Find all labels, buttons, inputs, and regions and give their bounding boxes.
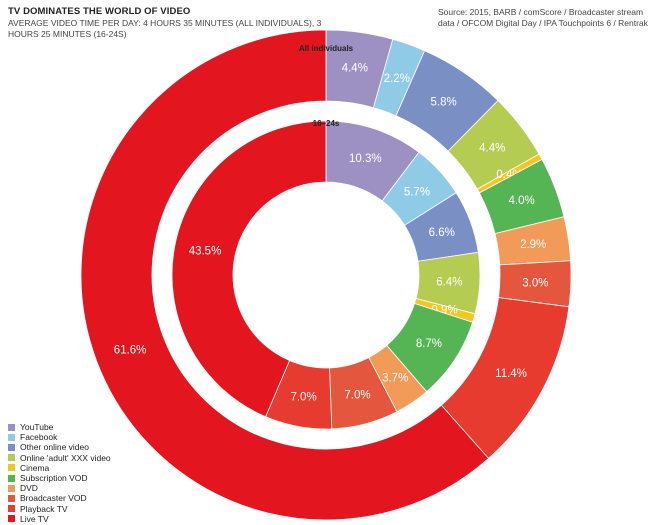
outer-ring-label: All individuals (298, 44, 354, 53)
legend-item-facebook: Facebook (8, 432, 111, 442)
outer-slice-live-tv (80, 29, 490, 521)
inner-label-playback-tv: 7.0% (290, 391, 316, 403)
outer-label-facebook: 2.2% (384, 73, 410, 85)
legend-swatch (8, 464, 15, 472)
legend-swatch (8, 443, 15, 451)
chart-legend: YouTube Facebook Other online video Online … (8, 422, 111, 524)
inner-label-broadcaster-vod: 7.0% (344, 389, 370, 401)
legend-label: Playback TV (20, 503, 68, 514)
legend-item-youtube: YouTube (8, 422, 111, 432)
legend-swatch (8, 484, 15, 492)
inner-label-subscription-vod: 8.7% (416, 338, 442, 350)
legend-swatch (8, 454, 15, 462)
legend-swatch (8, 433, 15, 441)
inner-label-live-tv: 43.5% (189, 245, 222, 257)
legend-item-broadcaster-vod: Broadcaster VOD (8, 493, 111, 503)
legend-label: Other online video (20, 442, 89, 453)
inner-slice-live-tv (171, 120, 327, 418)
legend-item-playback-tv: Playback TV (8, 504, 111, 514)
legend-swatch (8, 515, 15, 523)
legend-label: Subscription VOD (20, 472, 88, 483)
legend-label: YouTube (20, 422, 54, 432)
legend-label: Cinema (20, 462, 50, 473)
inner-label-dvd: 3.7% (382, 372, 408, 384)
legend-item-other-online-video: Other online video (8, 442, 111, 452)
legend-label: Broadcaster VOD (20, 493, 87, 504)
inner-ring-label: 16–24s (312, 119, 340, 128)
legend-item-subscription-vod: Subscription VOD (8, 473, 111, 483)
outer-label-other-online-video: 5.8% (431, 97, 457, 109)
outer-label-broadcaster-vod: 3.0% (522, 278, 548, 290)
legend-swatch (8, 505, 15, 513)
inner-label-online-adult-xxx-video: 6.4% (436, 277, 462, 289)
inner-label-facebook: 5.7% (404, 186, 430, 198)
inner-label-other-online-video: 6.6% (429, 227, 455, 239)
outer-label-live-tv: 61.6% (114, 344, 147, 356)
legend-item-dvd: DVD (8, 483, 111, 493)
legend-label: Facebook (20, 432, 58, 443)
legend-item-cinema: Cinema (8, 463, 111, 473)
legend-swatch (8, 494, 15, 502)
outer-label-dvd: 2.9% (520, 239, 546, 251)
legend-swatch (8, 474, 15, 482)
legend-swatch (8, 423, 15, 431)
outer-label-subscription-vod: 4.0% (509, 195, 535, 207)
inner-label-youtube: 10.3% (349, 153, 382, 165)
legend-item-online-adult-xxx-video: Online 'adult' XXX video (8, 453, 111, 463)
source-note: Source: 2015, BARB / comScore / Broadcas… (438, 7, 648, 28)
chart-subtitle: AVERAGE VIDEO TIME PER DAY: 4 HOURS 35 M… (8, 18, 322, 39)
legend-label: DVD (20, 483, 38, 494)
outer-label-playback-tv: 11.4% (495, 368, 527, 380)
chart-title: TV DOMINATES THE WORLD OF VIDEO (8, 6, 191, 17)
legend-label: Online 'adult' XXX video (20, 452, 111, 463)
legend-label: Live TV (20, 513, 49, 524)
outer-label-online-adult-xxx-video: 4.4% (479, 142, 505, 154)
outer-label-youtube: 4.4% (342, 62, 368, 74)
legend-item-live-tv: Live TV (8, 514, 111, 524)
